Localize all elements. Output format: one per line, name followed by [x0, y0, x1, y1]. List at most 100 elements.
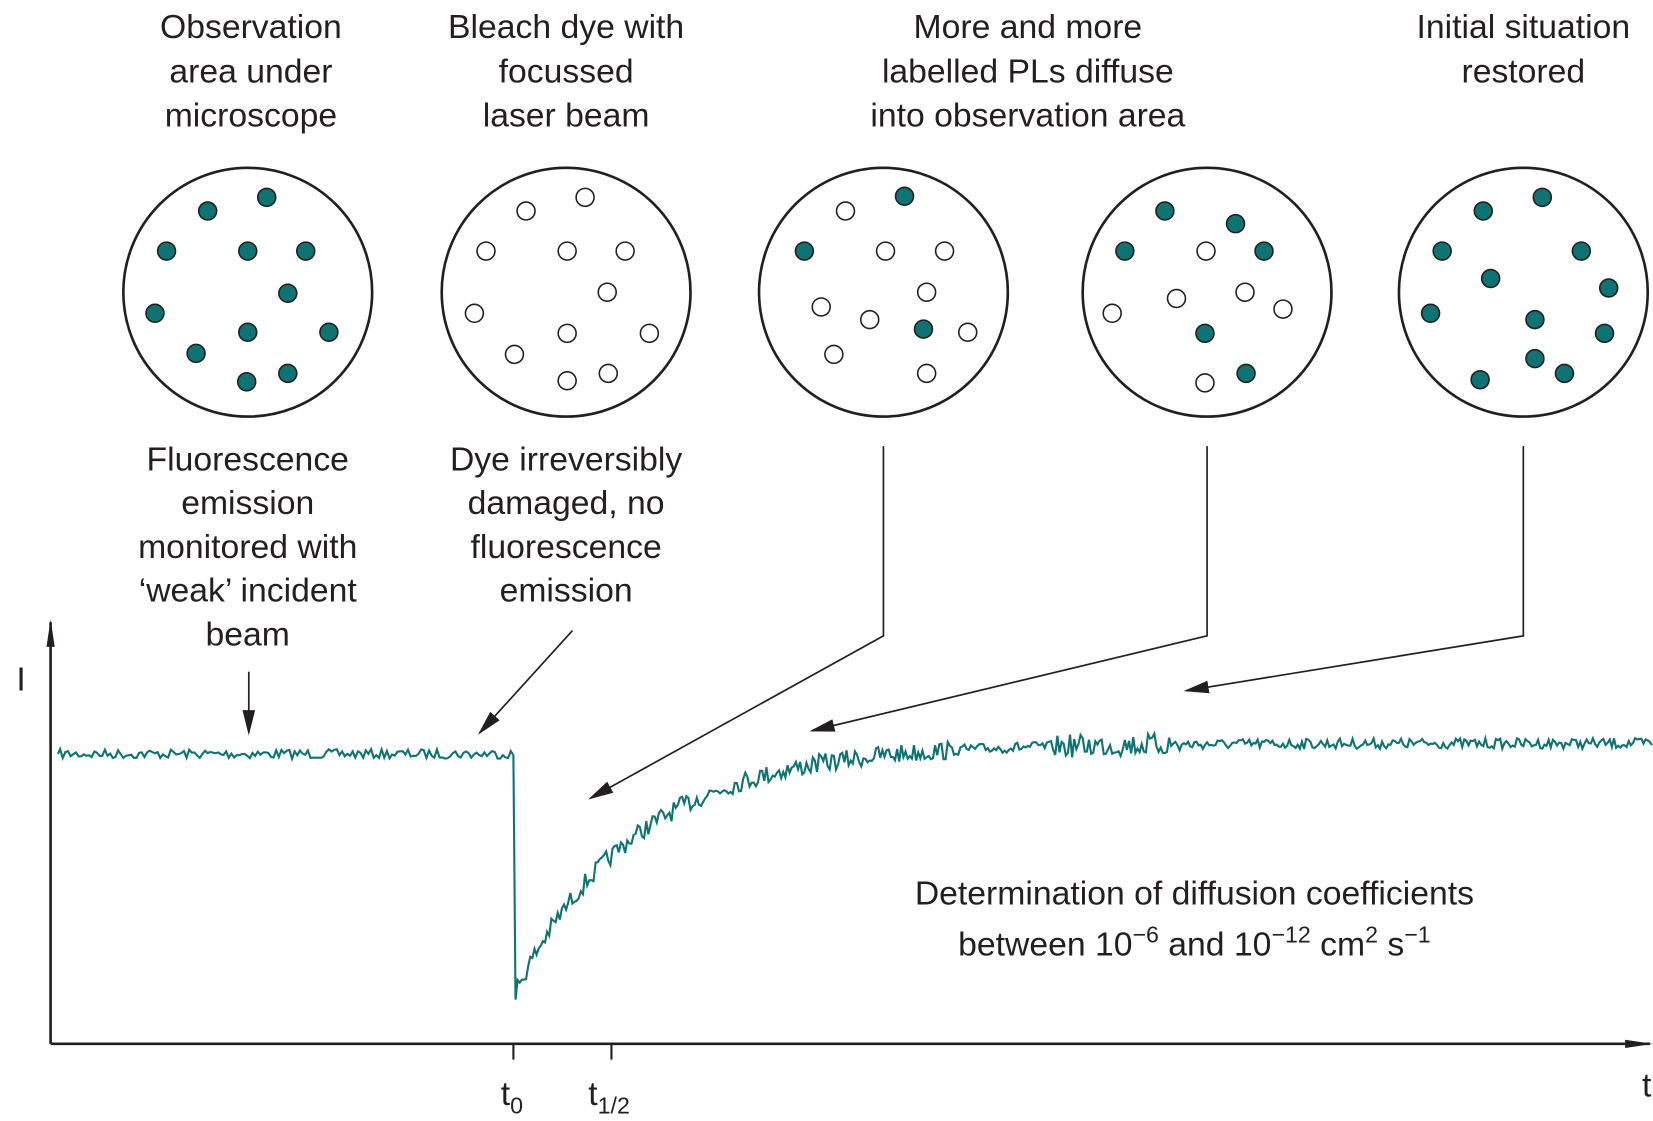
bleached-dot [516, 201, 536, 221]
labelled-dot [1480, 268, 1501, 289]
effect-label: beam [206, 615, 290, 653]
stage-label: Observation [160, 8, 342, 46]
stage-label: microscope [165, 97, 337, 135]
labelled-dot [1598, 278, 1619, 298]
bleached-dot [1195, 373, 1215, 393]
effect-label: emission [500, 572, 633, 610]
bleached-dot [557, 371, 577, 391]
text-part: cm [1311, 925, 1365, 963]
bleached-dot [639, 323, 660, 344]
arrow [1183, 446, 1525, 694]
bleached-dot [1102, 303, 1122, 324]
arrow [588, 446, 885, 800]
tick-main: t [501, 1075, 511, 1113]
labelled-dot [237, 322, 258, 343]
labelled-dot [237, 241, 258, 261]
annotation: between 10−6 and 10−12 cm2 s−1 [958, 922, 1431, 964]
stage-label: labelled PLs diffuse [882, 52, 1174, 90]
labelled-dot [145, 303, 165, 324]
superscript: −6 [1132, 922, 1158, 948]
effect-label: monitored with [138, 528, 357, 566]
observation-area [1081, 166, 1333, 418]
labelled-dot [1525, 309, 1545, 330]
labelled-dot [156, 241, 177, 261]
stage-label: laser beam [483, 97, 650, 135]
tick-label: t0 [501, 1075, 523, 1118]
labelled-dot [278, 363, 298, 384]
bleached-dot [835, 201, 856, 221]
labelled-dot [1525, 348, 1545, 369]
arrow [477, 630, 574, 735]
labelled-dot [794, 241, 815, 261]
observation-area [1397, 166, 1650, 418]
bleached-dot [958, 322, 978, 343]
y-label: I [16, 661, 25, 699]
bleached-dot [557, 323, 577, 344]
labelled-dot [197, 201, 218, 221]
bleached-dot [875, 241, 896, 261]
labelled-dot [1432, 241, 1452, 261]
bleached-dot [598, 363, 619, 384]
labelled-dot [1554, 363, 1575, 384]
stage-label: Initial situation [1416, 8, 1630, 46]
bleached-dot [859, 309, 880, 330]
labelled-dot [1420, 303, 1441, 324]
labelled-dot [1532, 187, 1553, 208]
labelled-dot [236, 372, 257, 392]
bleached-dot [557, 241, 577, 261]
tick-label: t1/2 [588, 1075, 630, 1118]
labelled-dot [186, 343, 206, 364]
labelled-dot [1115, 241, 1135, 261]
effect-label: ‘weak’ incident [139, 572, 358, 610]
tick-main: t [588, 1075, 598, 1113]
bleached-dot [934, 241, 955, 261]
bleached-dot [1196, 241, 1216, 261]
labelled-dot [1594, 323, 1615, 344]
labelled-dot [278, 283, 298, 304]
labelled-dot [1470, 369, 1490, 390]
labelled-dot [1155, 201, 1175, 221]
stage-label: focussed [499, 52, 634, 90]
stage-label: Bleach dye with [448, 8, 684, 46]
x-label: t [1642, 1067, 1652, 1105]
tick-sub: 0 [510, 1092, 523, 1118]
superscript: 2 [1365, 922, 1378, 948]
annotation: Determination of diffusion coefficients [915, 875, 1474, 913]
bleached-dot [615, 241, 635, 261]
bleached-dot [916, 282, 937, 302]
bleached-dot [1273, 299, 1293, 319]
intensity-trace [57, 730, 1653, 1000]
effect-label: damaged, no [468, 484, 665, 522]
labelled-dot [1195, 323, 1215, 344]
effect-label: Fluorescence [147, 440, 349, 478]
tick-sub: 1/2 [598, 1092, 630, 1118]
bleached-dot [1235, 282, 1255, 302]
stage-label: area under [169, 52, 332, 90]
observation-area [757, 166, 1010, 418]
bleached-dot [1166, 288, 1187, 309]
stage-label: into observation area [870, 97, 1185, 135]
text-part: between 10 [958, 925, 1132, 963]
effect-label: Dye irreversibly [450, 440, 682, 478]
labelled-dot [1254, 241, 1274, 261]
bleached-dot [811, 297, 831, 317]
effect-label: emission [181, 484, 314, 522]
arrow [809, 446, 1208, 732]
observation-area [440, 166, 692, 418]
labelled-dot [1236, 363, 1256, 384]
labelled-dot [913, 319, 934, 339]
stage-label: More and more [914, 8, 1143, 46]
bleached-dot [597, 282, 617, 302]
bleached-dot [575, 187, 595, 208]
labelled-dot [295, 241, 316, 261]
effect-label: fluorescence [471, 528, 662, 566]
labelled-dot [1225, 213, 1246, 234]
labelled-dot [894, 186, 915, 207]
bleached-dot [464, 303, 485, 324]
stage-label: restored [1461, 52, 1585, 90]
bleached-dot [504, 344, 525, 365]
bleached-dot [476, 241, 496, 261]
superscript: −12 [1271, 922, 1310, 948]
superscript: −1 [1404, 922, 1430, 948]
